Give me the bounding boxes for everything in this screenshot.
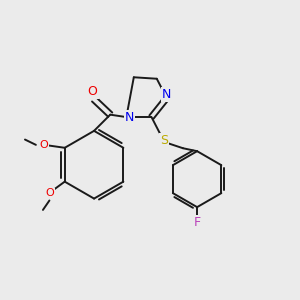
Text: O: O xyxy=(40,140,48,150)
Text: F: F xyxy=(194,216,201,229)
Text: N: N xyxy=(125,110,134,124)
Text: S: S xyxy=(160,134,168,147)
Text: O: O xyxy=(88,85,98,98)
Text: O: O xyxy=(45,188,54,198)
Text: N: N xyxy=(162,88,171,100)
